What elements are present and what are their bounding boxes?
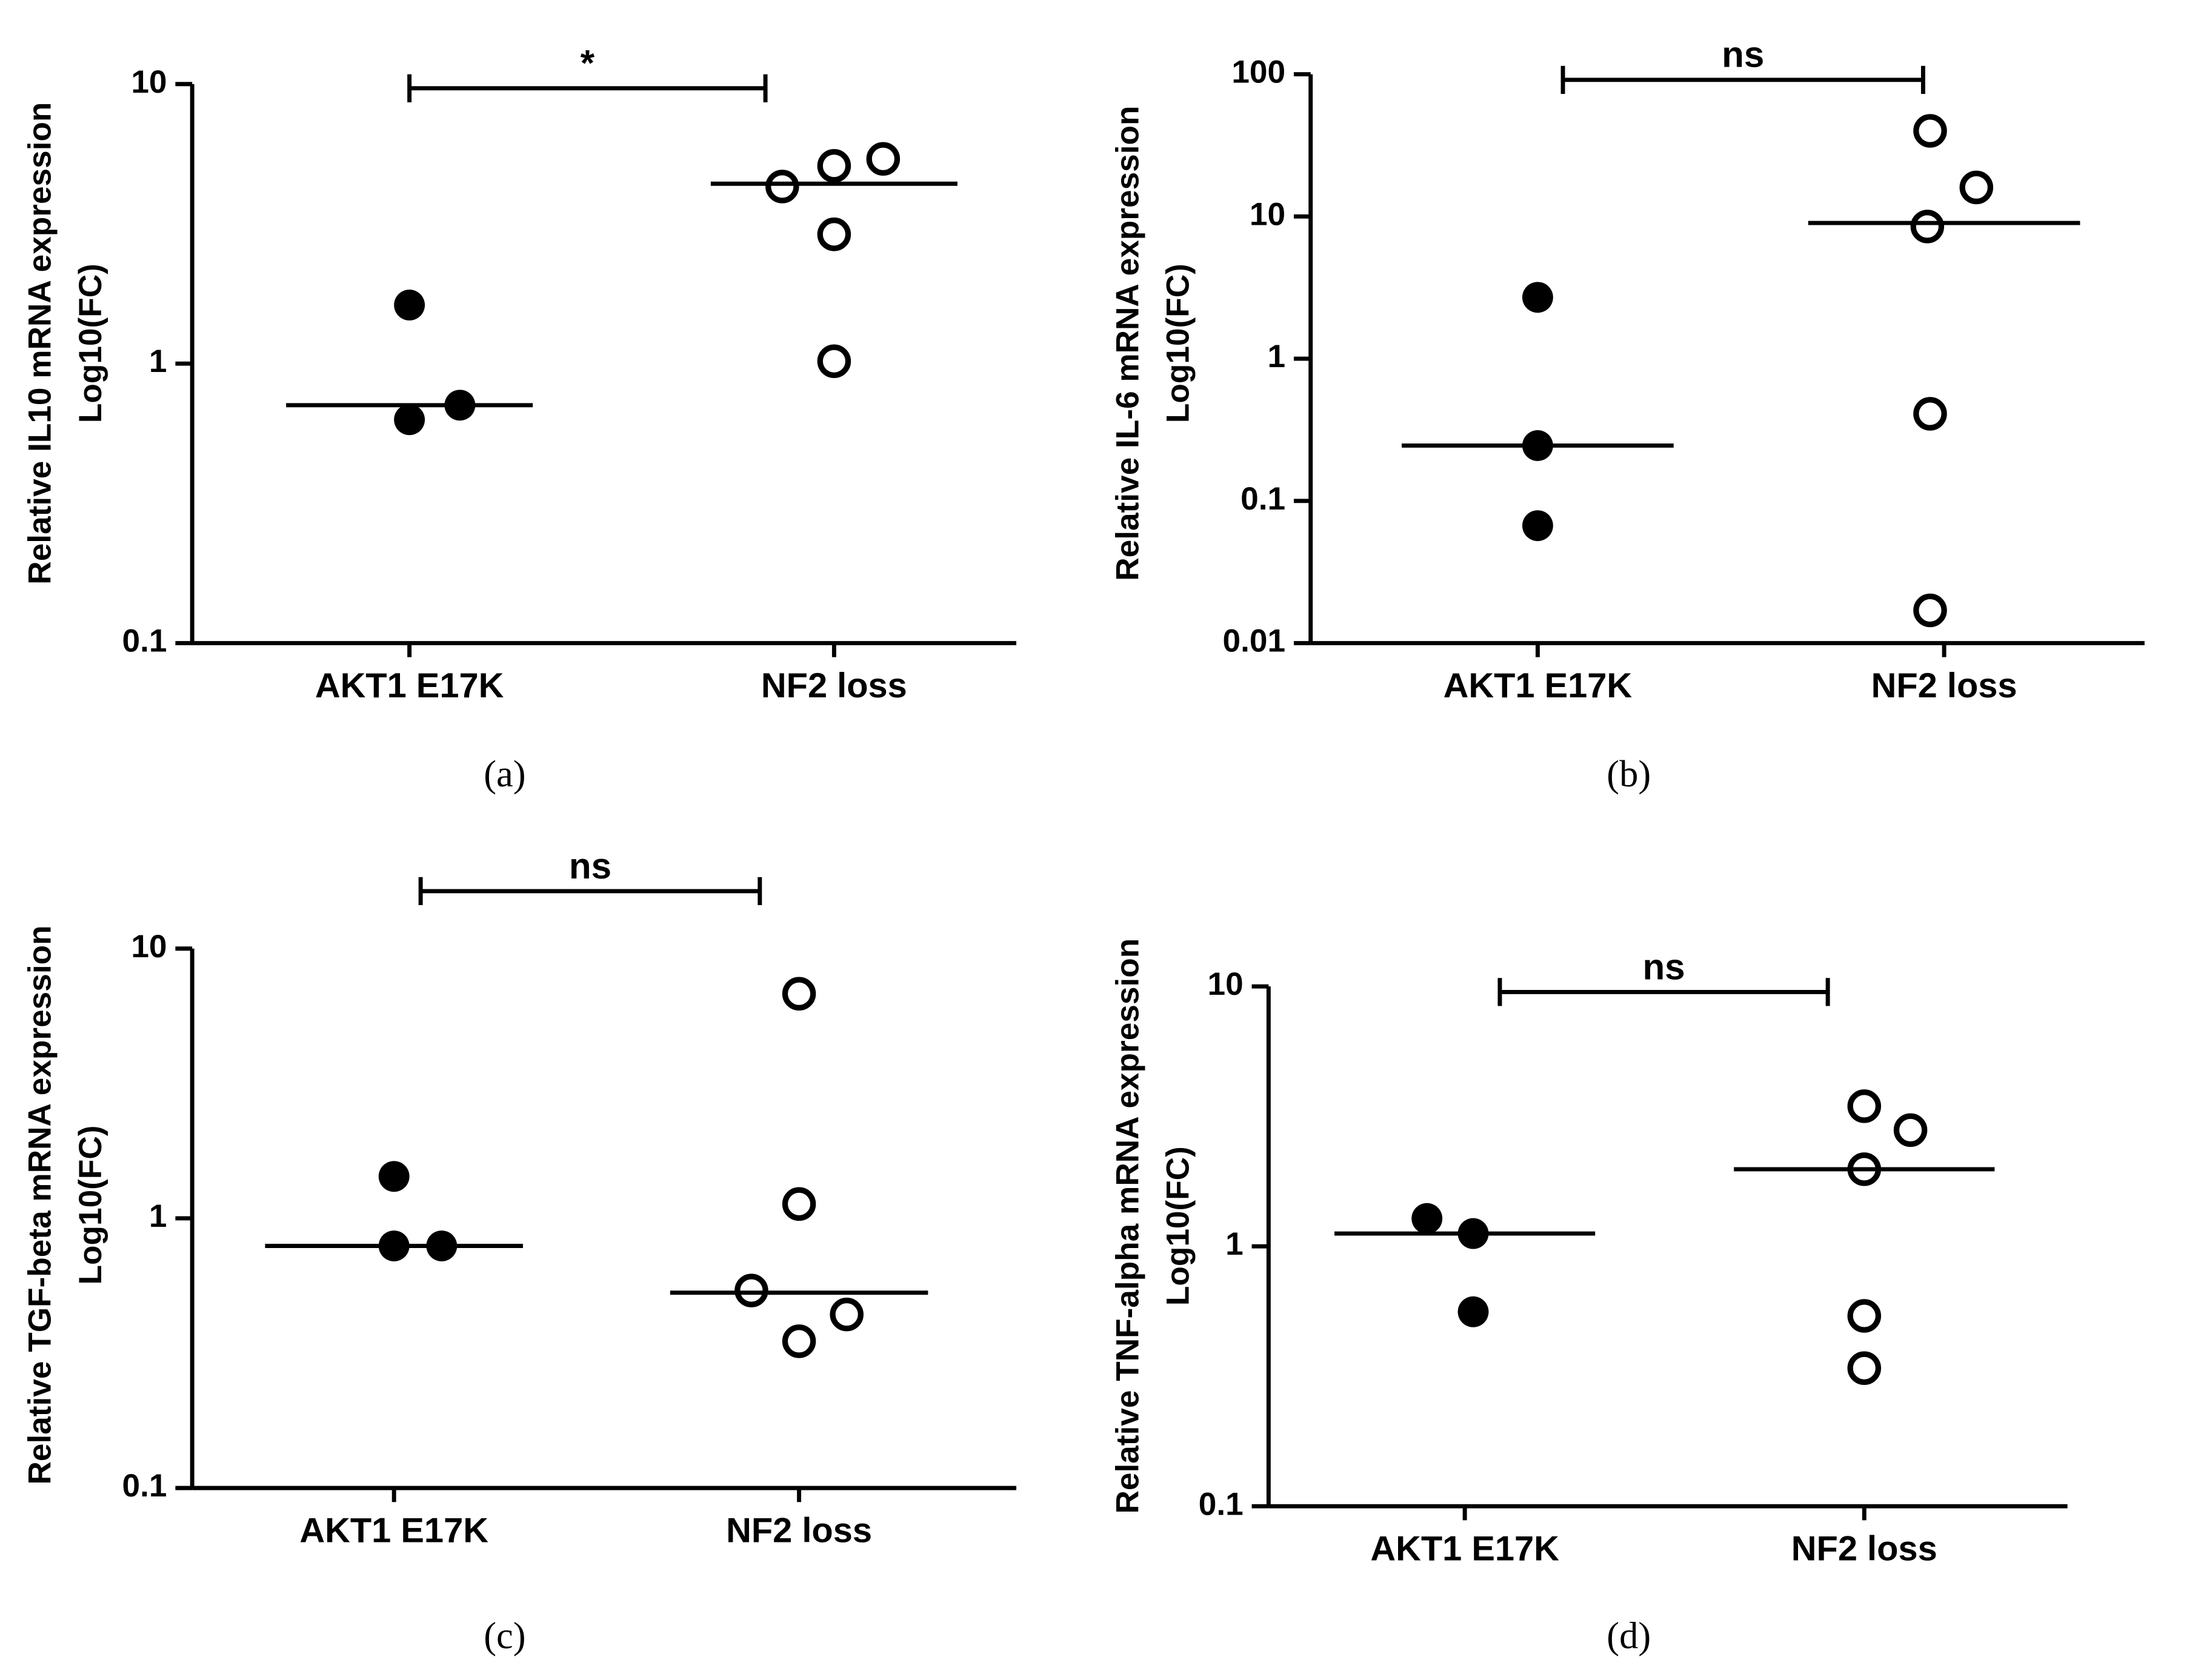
data-point	[734, 1273, 768, 1307]
x-tick-label: AKT1 E17K	[299, 1511, 488, 1550]
data-point	[1913, 397, 1947, 431]
y-tick-label: 0.01	[1223, 623, 1286, 659]
data-point	[1522, 282, 1553, 313]
y-tick-label: 0.1	[1199, 1486, 1244, 1522]
y-axis-label: Relative TGF-beta mRNA expression	[22, 925, 58, 1484]
x-tick-label: AKT1 E17K	[1444, 666, 1633, 705]
y-tick-label: 10	[1208, 966, 1244, 1002]
panel: 0.1 1 10 AKT1 E17K NF2 loss Relative IL10 mRN…	[22, 43, 1017, 795]
data-point	[782, 1187, 816, 1221]
data-point	[378, 1161, 410, 1192]
y-axis-label: Relative IL10 mRNA expression	[22, 102, 58, 585]
data-point	[782, 977, 816, 1011]
panel: 0.1 1 10 AKT1 E17K NF2 loss Relative TNF-alph…	[1110, 938, 2068, 1656]
data-point	[830, 1297, 864, 1332]
x-tick-label: NF2 loss	[726, 1511, 872, 1550]
data-point	[1959, 170, 1994, 205]
data-point	[394, 290, 425, 320]
y-tick-label: 1	[1225, 1226, 1244, 1262]
x-tick-label: AKT1 E17K	[315, 666, 504, 705]
x-tick-label: NF2 loss	[1871, 666, 2017, 705]
y-axis-label: Log10(FC)	[73, 1125, 108, 1284]
y-tick-label: 0.1	[1241, 481, 1285, 517]
y-tick-label: 0.1	[122, 1468, 167, 1504]
panel-label: (d)	[1607, 1614, 1651, 1656]
data-point	[394, 404, 425, 436]
y-tick-label: 1	[149, 1198, 167, 1234]
y-tick-label: 100	[1231, 55, 1285, 90]
data-point	[1913, 593, 1947, 628]
data-point	[1910, 210, 1945, 244]
y-tick-label: 0.1	[122, 623, 167, 659]
panel-label: (a)	[484, 752, 525, 795]
data-point	[1847, 1089, 1882, 1123]
data-point	[817, 344, 851, 378]
data-point	[866, 142, 901, 176]
y-axis-label: Log10(FC)	[73, 264, 108, 423]
data-point	[817, 148, 851, 183]
significance-label: *	[581, 43, 595, 84]
panel: 0.01 0.1 1 10 100 AKT1 E17K NF2 loss Relative I…	[1110, 35, 2145, 795]
data-point	[1847, 1351, 1882, 1385]
y-tick-label: 10	[131, 929, 167, 965]
panel: 0.1 1 10 AKT1 E17K NF2 loss Relative TGF-beta…	[22, 846, 1017, 1656]
x-tick-label: NF2 loss	[761, 666, 907, 705]
panel-label: (b)	[1607, 752, 1651, 795]
y-axis-label: Relative TNF-alpha mRNA expression	[1110, 938, 1145, 1514]
y-tick-label: 1	[149, 344, 167, 379]
significance-label: ns	[1722, 35, 1764, 75]
significance-label: ns	[569, 846, 611, 886]
significance-label: ns	[1642, 946, 1685, 987]
data-point	[1913, 114, 1947, 148]
x-tick-label: NF2 loss	[1791, 1529, 1937, 1568]
y-tick-label: 10	[1250, 196, 1285, 232]
data-point	[1847, 1299, 1882, 1333]
data-point	[1893, 1113, 1928, 1147]
x-tick-label: AKT1 E17K	[1370, 1529, 1559, 1568]
data-point	[817, 217, 851, 251]
y-axis-label: Log10(FC)	[1161, 1146, 1196, 1306]
panel-label: (c)	[484, 1614, 525, 1656]
y-axis-label: Log10(FC)	[1161, 264, 1196, 423]
data-point	[1522, 510, 1553, 542]
y-axis-label: Relative IL-6 mRNA expression	[1110, 105, 1145, 580]
data-point	[1411, 1203, 1443, 1234]
data-point	[782, 1324, 816, 1358]
data-point	[765, 170, 799, 204]
y-tick-label: 1	[1268, 339, 1286, 374]
data-point	[1457, 1296, 1489, 1327]
y-tick-label: 10	[131, 64, 167, 100]
